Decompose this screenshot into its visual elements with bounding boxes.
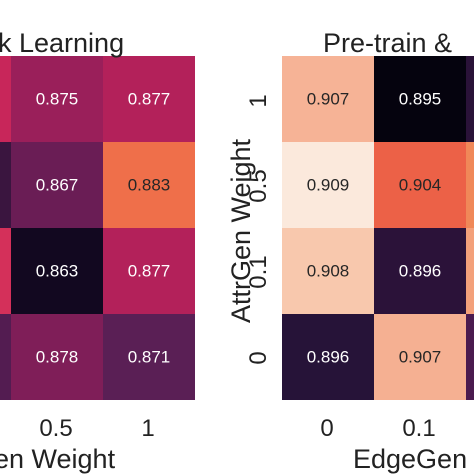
right-heatmap-cell [374,56,466,142]
right-heatmap: 0.907 0.909 0.908 0.896 0.895 0.904 0.896 0.907 [282,56,474,400]
left-heatmap-cell-label: 0.867 [36,176,79,195]
right-heatmap-cell-label: 0.904 [399,176,442,195]
right-heatmap-cell [374,142,466,228]
right-title: Pre-train & [323,28,452,58]
right-heatmap-cell-label: 0.907 [399,348,442,367]
right-heatmap-cell-label: 0.908 [307,262,350,281]
right-heatmap-cell [374,228,466,314]
right-heatmap-cell-label: 0.907 [307,90,350,109]
right-heatmap-cell [374,314,466,400]
left-heatmap-cell [103,56,195,142]
right-heatmap-cell [282,228,374,314]
right-y-tick-2: 0.1 [245,255,272,288]
left-heatmap-cell [11,142,103,228]
left-heatmap-cell-label: 0.877 [128,262,171,281]
left-heatmap-cell [11,56,103,142]
right-heatmap-partial-cell [466,56,474,142]
right-x-tick-0: 0 [320,415,333,442]
left-heatmap-cell [103,314,195,400]
left-heatmap-cell-label: 0.871 [128,348,171,367]
right-heatmap-cell [282,142,374,228]
right-y-tick-1: 0.5 [245,169,272,202]
right-heatmap-cell-label: 0.896 [399,262,442,281]
left-heatmap-cell-label: 0.877 [128,90,171,109]
right-heatmap-cell-label: 0.895 [399,90,442,109]
left-heatmap-cell-label: 0.878 [36,348,79,367]
right-heatmap-cell [282,314,374,400]
left-heatmap-cell [11,314,103,400]
right-y-tick-3: 0 [245,351,272,364]
right-heatmap-partial-cell [466,314,474,400]
left-heatmap-partial-cell [0,56,11,142]
right-y-tick-0: 1 [245,94,272,107]
left-heatmap-cell-label: 0.863 [36,262,79,281]
left-x-tick-0: 0.5 [39,415,72,442]
right-heatmap-cell-label: 0.909 [307,176,350,195]
left-title: k Learning [0,28,124,58]
left-heatmap-cell [11,228,103,314]
right-heatmap-cell [282,56,374,142]
right-heatmap-partial-cell [466,228,474,314]
left-heatmap-partial-cell [0,314,11,400]
left-heatmap-cell [103,142,195,228]
left-x-axis-label: en Weight [0,444,116,474]
left-heatmap-cell-label: 0.875 [36,90,79,109]
left-heatmap-partial-cell [0,142,11,228]
left-x-tick-1: 1 [141,415,154,442]
right-heatmap-partial-cell [466,142,474,228]
left-heatmap-partial-cell [0,228,11,314]
right-y-axis-label: AttrGen Weight [226,138,256,323]
left-heatmap-cell-label: 0.883 [128,176,171,195]
left-heatmap-cell [103,228,195,314]
right-x-tick-1: 0.1 [402,415,435,442]
left-heatmap: 0.875 0.867 0.863 0.878 0.877 0.883 0.877 0.871 [0,56,195,400]
right-x-axis-label: EdgeGen [353,444,467,474]
right-heatmap-cell-label: 0.896 [307,348,350,367]
